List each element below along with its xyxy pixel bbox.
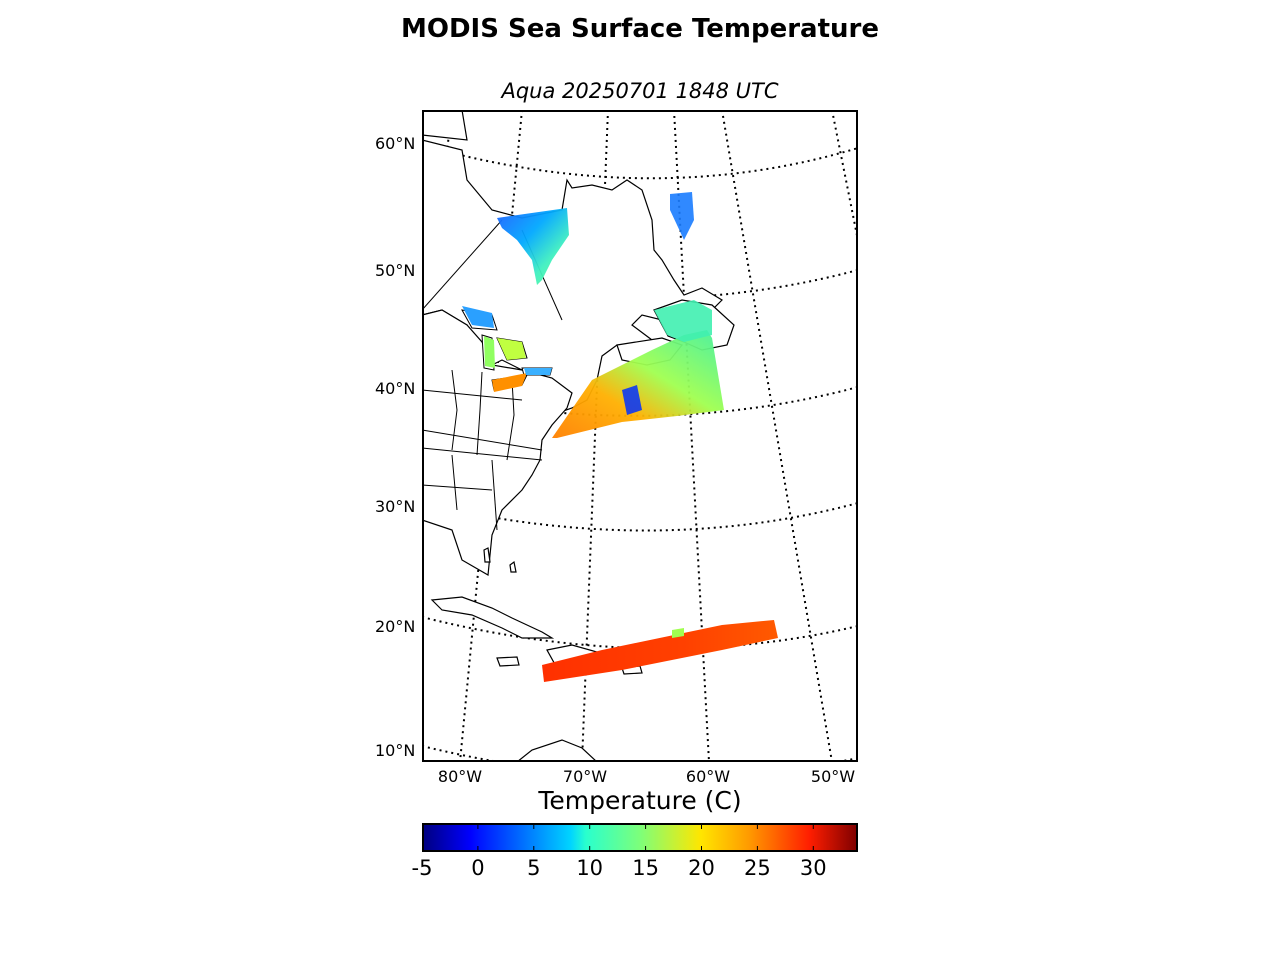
land-cuba [430, 596, 555, 639]
chart-title: MODIS Sea Surface Temperature [401, 14, 879, 44]
lat-label-50n: 50°N [375, 261, 416, 280]
swath-james-bay [497, 208, 569, 285]
colorbar-tick-label: 0 [471, 856, 485, 880]
swath-gulf-stlawrence [654, 300, 712, 342]
colorbar-tick-label: 10 [576, 856, 604, 880]
lat-label-30n: 30°N [375, 497, 416, 516]
land-jamaica [496, 656, 520, 667]
sst-swaths [462, 192, 778, 682]
boundary-4 [476, 371, 483, 456]
chart-subtitle: Aqua 20250701 1848 UTC [501, 79, 779, 103]
colorbar-ticks [422, 823, 814, 852]
swath-lake-ontario [524, 368, 552, 375]
colorbar-tick-label: 30 [799, 856, 827, 880]
colorbar-tick-label: 20 [688, 856, 715, 880]
boundary-8 [491, 459, 498, 531]
boundary-11 [422, 219, 503, 311]
lon-label-80w: 80°W [437, 767, 483, 786]
lon-label-60w: 60°W [685, 767, 731, 786]
swath-caribbean-patch [672, 628, 684, 638]
boundary-1 [422, 429, 543, 451]
land-bahamas-2 [509, 560, 517, 573]
boundary-6 [422, 389, 523, 401]
swath-lake-huron [497, 338, 526, 360]
land-south-america [516, 739, 598, 762]
swath-lake-michigan [484, 336, 495, 368]
colorbar [422, 823, 858, 852]
colorbar-tick-label: 25 [744, 856, 771, 880]
boundary-2 [422, 447, 543, 461]
map-panel [422, 110, 858, 762]
lat-label-20n: 20°N [375, 617, 416, 636]
swath-nw-atlantic [552, 330, 724, 438]
colorbar-tick-label: 15 [632, 856, 659, 880]
lat-label-10n: 10°N [375, 741, 416, 760]
colorbar-tick-label: 5 [527, 856, 541, 880]
meridian-50w [721, 110, 833, 762]
swath-cold-eddy [622, 385, 642, 415]
boundary-7 [451, 454, 458, 511]
colorbar-gradient [422, 823, 858, 852]
swath-caribbean [542, 620, 778, 682]
lat-label-60n: 60°N [375, 134, 416, 153]
boundary-5 [506, 379, 515, 461]
land-bahamas-1 [483, 547, 491, 563]
swath-lake-erie [492, 373, 527, 392]
swath-labrador [670, 192, 694, 240]
boundary-9 [422, 484, 493, 491]
swath-lake-superior [462, 306, 494, 328]
land-north-corner [422, 110, 468, 141]
colorbar-title: Temperature (C) [538, 786, 742, 815]
lon-label-70w: 70°W [562, 767, 608, 786]
land-canada-northeast [422, 139, 723, 416]
lon-label-50w: 50°W [810, 767, 856, 786]
map-frame [422, 110, 858, 762]
colorbar-tick-label: -5 [411, 856, 433, 880]
boundary-3 [451, 369, 458, 451]
lat-label-40n: 40°N [375, 379, 416, 398]
